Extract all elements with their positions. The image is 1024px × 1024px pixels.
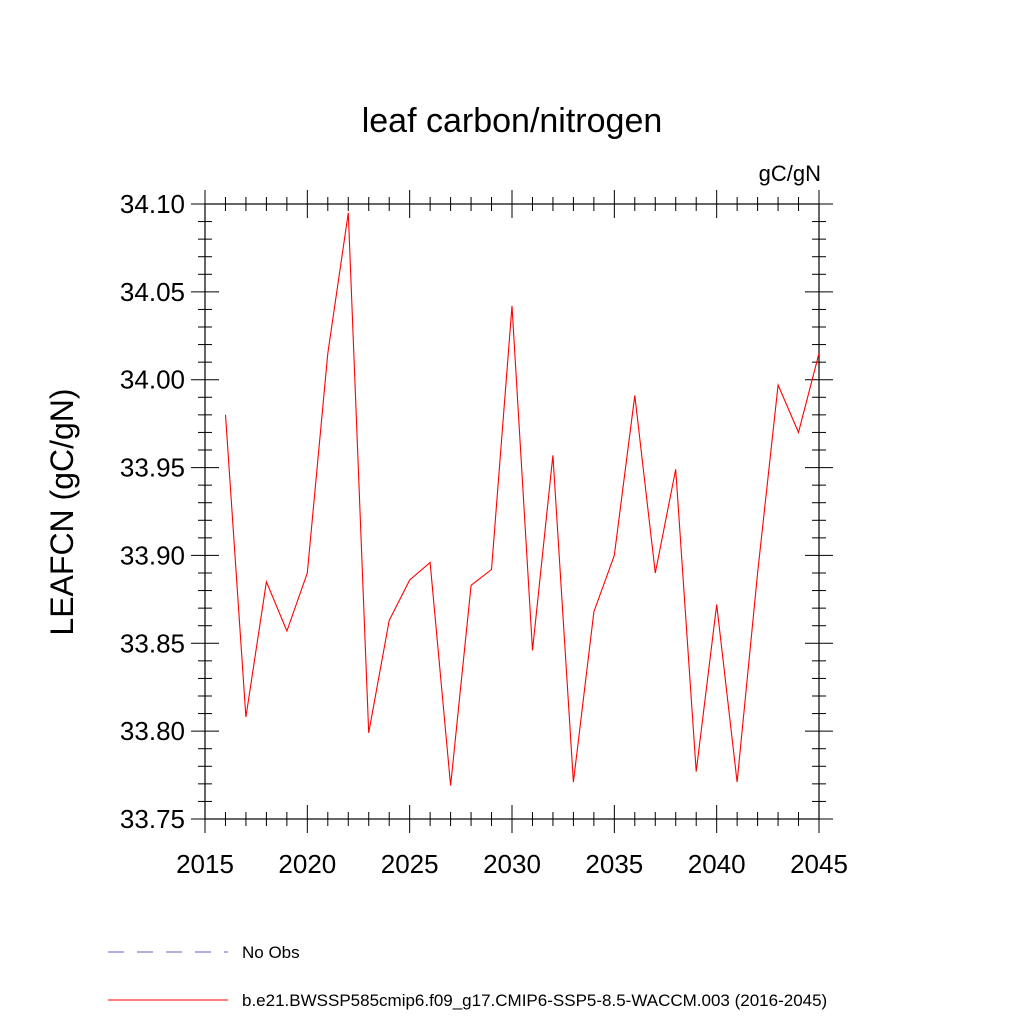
y-tick-label: 34.00: [120, 365, 185, 395]
y-tick-label: 33.75: [120, 804, 185, 834]
legend-label: No Obs: [242, 943, 300, 962]
chart-title: leaf carbon/nitrogen: [362, 102, 663, 140]
y-tick-label: 33.80: [120, 716, 185, 746]
x-tick-label: 2035: [585, 849, 643, 879]
series-line: [224, 212, 820, 786]
axis-tick-labels: 2015 2020 2025 2030 2035 2040 2045 33.75 33.80 33…: [120, 189, 848, 879]
x-tick-label: 2045: [790, 849, 848, 879]
x-tick-label: 2030: [483, 849, 541, 879]
units-label: gC/gN: [759, 161, 821, 186]
legend-label: b.e21.BWSSP585cmip6.f09_g17.CMIP6-SSP5-8…: [242, 991, 827, 1010]
y-tick-label: 33.85: [120, 628, 185, 658]
y-tick-label: 33.95: [120, 453, 185, 483]
legend: No Obs b.e21.BWSSP585cmip6.f09_g17.CMIP6-…: [108, 943, 827, 1010]
series-group: [224, 212, 820, 786]
y-axis-label: LEAFCN (gC/gN): [44, 388, 80, 635]
y-tick-label: 34.10: [120, 189, 185, 219]
y-tick-label: 34.05: [120, 277, 185, 307]
plot-frame: [204, 203, 820, 820]
y-tick-label: 33.90: [120, 540, 185, 570]
x-tick-label: 2015: [176, 849, 234, 879]
axis-ticks: [191, 190, 833, 833]
x-tick-label: 2040: [688, 849, 746, 879]
x-tick-label: 2025: [381, 849, 439, 879]
x-tick-label: 2020: [278, 849, 336, 879]
